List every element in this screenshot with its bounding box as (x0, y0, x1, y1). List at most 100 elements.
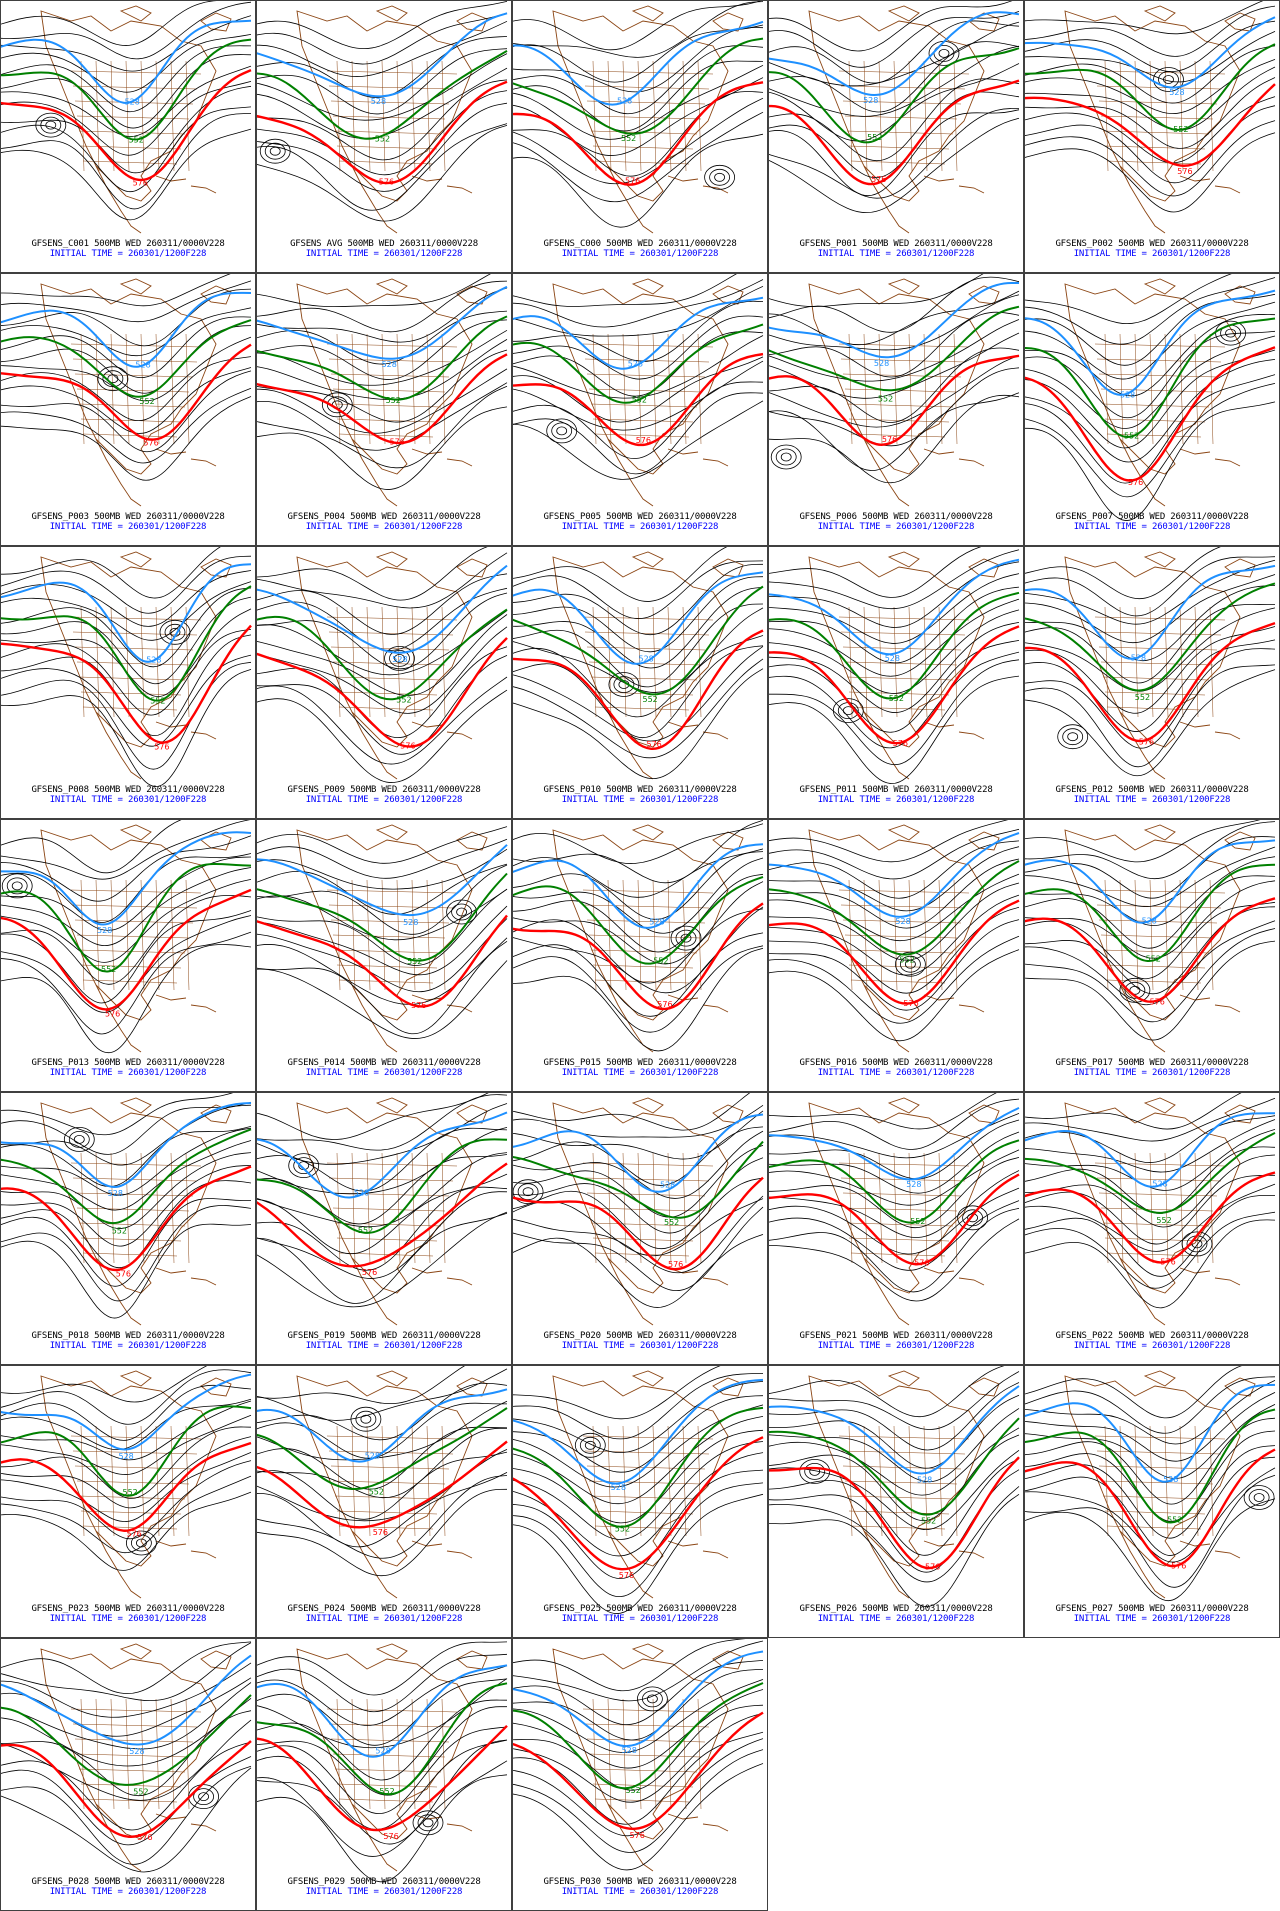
contour-label-552: 552 (101, 965, 116, 974)
contour-528 (513, 296, 764, 370)
contour-552 (1, 319, 252, 398)
contour-label-552: 552 (653, 956, 668, 965)
map-panel-p020: 528 552 576 GFSENS_P020 500MB WED 260311/00… (512, 1092, 768, 1365)
height-contours (257, 1, 508, 222)
contour-576 (769, 354, 1020, 446)
contour-label-576: 576 (630, 1831, 645, 1840)
height-contour-map: 528 552 576 (1, 547, 252, 787)
contour-label-528: 528 (1163, 1475, 1178, 1484)
contour-576 (769, 899, 1020, 1005)
contour-528 (513, 1378, 764, 1485)
height-contours (1, 1366, 252, 1571)
contour-label-576: 576 (400, 741, 415, 750)
panel-initial-time: INITIAL TIME = 260301/1200F228 (305, 795, 463, 805)
contour-label-528: 528 (917, 1475, 932, 1484)
panel-caption: GFSENS_P019 500MB WED 260311/0000V228 (287, 1331, 481, 1341)
panel-caption: GFSENS_P023 500MB WED 260311/0000V228 (31, 1604, 225, 1614)
coastline (552, 551, 744, 780)
height-contour-map: 528 552 576 (257, 1, 508, 234)
contour-528 (257, 1388, 508, 1463)
contour-label-552: 552 (921, 1516, 936, 1525)
height-contour-map: 528 552 576 (513, 1, 764, 234)
height-contours (1025, 547, 1276, 777)
panel-initial-time: INITIAL TIME = 260301/1200F228 (305, 1614, 463, 1624)
contour-576 (513, 1176, 764, 1271)
panel-caption: GFSENS_P026 500MB WED 260311/0000V228 (799, 1604, 993, 1614)
coastline (40, 551, 232, 780)
height-contours (1025, 1093, 1276, 1309)
panel-caption: GFSENS_P003 500MB WED 260311/0000V228 (31, 512, 225, 522)
contour-label-552: 552 (878, 395, 893, 404)
height-contours (513, 1, 764, 228)
contour-576 (769, 1456, 1020, 1570)
contour-576 (1025, 83, 1276, 167)
coastline (296, 278, 488, 507)
panel-caption: GFSENS_P012 500MB WED 260311/0000V228 (1055, 785, 1249, 795)
contour-label-552: 552 (379, 1787, 394, 1796)
contour-552 (257, 1682, 508, 1796)
contour-label-552: 552 (112, 1227, 127, 1236)
map-panel-p011: 528 552 576 GFSENS_P011 500MB WED 260311/00… (768, 546, 1024, 819)
contour-552 (1025, 1132, 1276, 1214)
contour-576 (1, 1740, 252, 1838)
contour-label-552: 552 (867, 133, 882, 142)
height-contour-map: 528 552 576 (257, 274, 508, 507)
panel-initial-time: INITIAL TIME = 260301/1200F228 (305, 1068, 463, 1078)
panel-initial-time: INITIAL TIME = 260301/1200F228 (49, 1614, 207, 1624)
contour-528 (769, 11, 1020, 96)
contour-label-528: 528 (125, 97, 140, 106)
contour-552 (257, 315, 508, 401)
panel-caption: GFSENS_P013 500MB WED 260311/0000V228 (31, 1058, 225, 1068)
contour-label-552: 552 (1173, 125, 1188, 134)
contour-576 (513, 352, 764, 447)
coastline (808, 1097, 1000, 1326)
panel-initial-time: INITIAL TIME = 260301/1200F228 (49, 249, 207, 259)
contour-label-576: 576 (137, 1833, 152, 1842)
contour-label-576: 576 (116, 1269, 131, 1278)
contour-576 (257, 80, 508, 185)
height-contour-map: 528 552 576 (257, 547, 508, 783)
panel-initial-time: INITIAL TIME = 260301/1200F228 (305, 1341, 463, 1351)
map-panel-p002: 528 552 576 GFSENS_P002 500MB WED 260311/00… (1024, 0, 1280, 273)
contour-label-552: 552 (1167, 1516, 1182, 1525)
contour-576 (769, 625, 1020, 745)
height-contours (513, 1366, 764, 1614)
contour-552 (257, 50, 508, 140)
contour-label-552: 552 (910, 1217, 925, 1226)
contour-528 (1025, 16, 1276, 89)
contour-552 (769, 47, 1020, 144)
contour-552 (513, 585, 764, 696)
contour-576 (1025, 897, 1276, 1003)
contour-label-576: 576 (1150, 998, 1165, 1007)
contour-552 (513, 37, 764, 135)
contour-label-552: 552 (123, 1488, 138, 1497)
contour-576 (257, 1724, 508, 1832)
map-panel-p007: 528 552 576 GFSENS_P007 500MB WED 260311/00… (1024, 273, 1280, 546)
contour-label-576: 576 (154, 743, 169, 752)
map-panel-p017: 528 552 576 GFSENS_P017 500MB WED 260311/00… (1024, 819, 1280, 1092)
height-contour-map: 528 552 576 (1, 820, 252, 1054)
map-panel-p021: 528 552 576 GFSENS_P021 500MB WED 260311/00… (768, 1092, 1024, 1365)
map-panel-p030: 528 552 576 GFSENS_P030 500MB WED 260311/00… (512, 1638, 768, 1911)
map-panel-p029: 528 552 576 GFSENS_P029 500MB WED 260311/00… (256, 1638, 512, 1911)
contour-528 (1, 1102, 252, 1189)
contour-label-576: 576 (1160, 1258, 1175, 1267)
height-contour-map: 528 552 576 (513, 274, 764, 507)
contour-label-552: 552 (375, 135, 390, 144)
panel-caption: GFSENS_P029 500MB WED 260311/0000V228 (287, 1877, 481, 1887)
contour-label-528: 528 (1152, 1180, 1167, 1189)
panel-initial-time: INITIAL TIME = 260301/1200F228 (561, 249, 719, 259)
panel-caption: GFSENS_C000 500MB WED 260311/0000V228 (543, 239, 737, 249)
coastline (40, 278, 232, 507)
panel-caption: GFSENS_P017 500MB WED 260311/0000V228 (1055, 1058, 1249, 1068)
contour-528 (513, 1650, 764, 1748)
contour-label-552: 552 (407, 957, 422, 966)
map-panel-p004: 528 552 576 GFSENS_P004 500MB WED 260311/00… (256, 273, 512, 546)
coastline (552, 278, 744, 507)
coastline (40, 824, 232, 1053)
contour-528 (1, 831, 252, 926)
height-contour-map: 528 552 576 (1025, 820, 1276, 1053)
height-contour-map: 528 552 576 (1, 1093, 252, 1326)
panel-initial-time: INITIAL TIME = 260301/1200F228 (49, 795, 207, 805)
